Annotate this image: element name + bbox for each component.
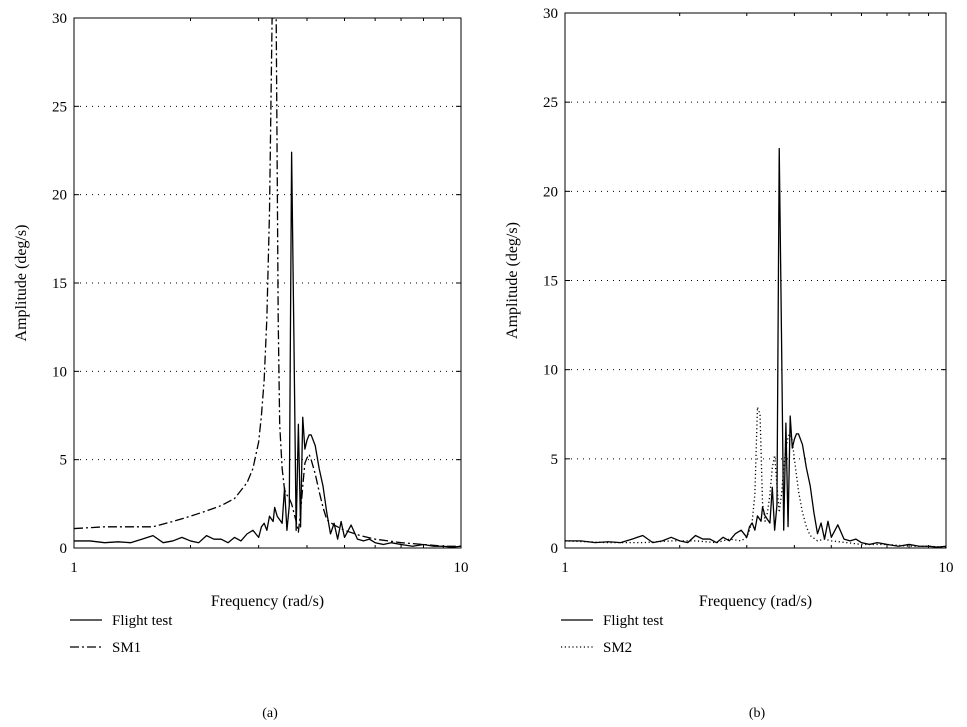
plot-frame: [564, 12, 947, 549]
x-tick-label: 10: [939, 560, 954, 576]
x-axis-label: Frequency (rad/s): [699, 593, 812, 610]
y-tick-label: 10: [543, 363, 558, 379]
y-tick-label: 20: [543, 184, 558, 200]
legend-label: Flight test: [112, 613, 173, 629]
y-tick-label: 25: [543, 95, 558, 111]
series-line-sm1: [74, 18, 461, 547]
y-tick-label: 25: [52, 99, 67, 115]
series-line-flight-test: [565, 147, 946, 548]
y-tick-label: 15: [52, 276, 67, 292]
y-tick-label: 10: [52, 364, 67, 380]
y-tick-label: 15: [543, 274, 558, 290]
y-tick-label: 5: [551, 452, 559, 468]
x-tick-label: 1: [70, 560, 78, 576]
x-tick-label: 1: [561, 560, 569, 576]
panel-caption: (a): [262, 706, 278, 721]
y-tick-label: 30: [52, 11, 67, 27]
chart-panel-a: 0 5 10 15 20 25 30 1 10 Frequency (rad/s) Amplitud…: [13, 11, 469, 721]
y-axis-label: Amplitude (deg/s): [13, 225, 30, 342]
series-line-flight-test: [74, 151, 461, 548]
plot-frame: [73, 17, 462, 549]
y-axis-label: Amplitude (deg/s): [504, 222, 521, 339]
legend-label: SM1: [112, 640, 141, 656]
panel-caption: (b): [749, 706, 766, 721]
x-tick-label: 10: [454, 560, 469, 576]
legend-label: SM2: [603, 640, 632, 656]
x-axis-label: Frequency (rad/s): [211, 593, 324, 610]
y-tick-label: 20: [52, 188, 67, 204]
y-tick-label: 0: [551, 541, 559, 557]
y-tick-label: 0: [60, 541, 68, 557]
y-tick-label: 30: [543, 6, 558, 22]
chart-panel-b: 0 5 10 15 20 25 30 1 10 Frequency (rad/s) Amplitud…: [504, 6, 954, 721]
series-line-sm2: [565, 406, 946, 548]
legend-label: Flight test: [603, 613, 664, 629]
y-tick-label: 5: [60, 453, 68, 469]
